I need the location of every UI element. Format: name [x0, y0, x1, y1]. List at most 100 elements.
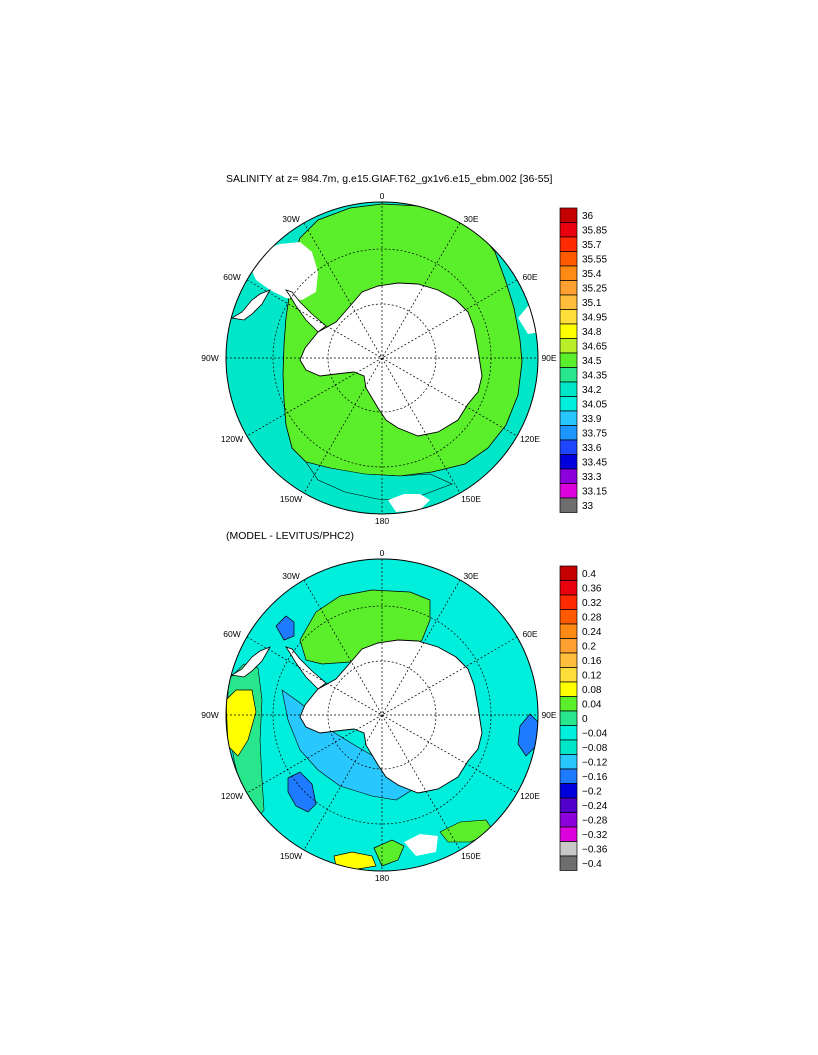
top-lon-label: 150W — [280, 494, 302, 504]
colorbar-swatch — [559, 396, 578, 412]
colorbar-swatch — [559, 783, 578, 799]
bottom-blue-region-sw — [287, 771, 317, 813]
colorbar-swatch — [559, 681, 578, 697]
colorbar-tick-label: 0.12 — [582, 670, 602, 681]
colorbar-tick-label: −0.32 — [582, 830, 608, 841]
colorbar-swatch — [559, 381, 578, 397]
colorbar-swatch — [559, 565, 578, 581]
colorbar-swatch — [559, 594, 578, 610]
top-longitude-labels: 0 30E 60E 90E 120E 150E 180 150W 120W 90… — [201, 191, 557, 526]
bottom-lon-label: 0 — [380, 548, 385, 558]
colorbar-tick-label: 33 — [582, 501, 594, 512]
colorbar-swatch — [559, 812, 578, 828]
colorbar-swatch — [559, 609, 578, 625]
colorbar-swatch — [559, 222, 578, 238]
colorbar-tick-label: −0.28 — [582, 815, 608, 826]
colorbar-swatch — [559, 410, 578, 426]
bottom-colorbar: 0.4 0.36 0.32 0.28 0.24 0.2 0.16 0.12 0.08 0.04 0 −… — [559, 565, 608, 871]
colorbar-tick-label: 34.05 — [582, 399, 607, 410]
bottom-lon-label: 90E — [541, 710, 556, 720]
colorbar-swatch — [559, 207, 578, 223]
colorbar-tick-label: 33.6 — [582, 443, 602, 454]
colorbar-swatch — [559, 638, 578, 654]
bottom-graticule — [226, 559, 538, 871]
colorbar-tick-label: 0.08 — [582, 685, 602, 696]
colorbar-tick-label: 33.45 — [582, 457, 607, 468]
top-lon-label: 120E — [520, 434, 540, 444]
colorbar-swatch — [559, 323, 578, 339]
colorbar-tick-label: 34.2 — [582, 385, 602, 396]
top-antarctica-continent — [299, 282, 483, 437]
colorbar-tick-label: 34.8 — [582, 327, 602, 338]
bottom-lon-label: 90W — [201, 710, 218, 720]
colorbar-tick-label: 0.16 — [582, 656, 602, 667]
bottom-lon-label: 30W — [282, 571, 299, 581]
top-map-border — [225, 201, 539, 515]
colorbar-swatch — [559, 338, 578, 354]
colorbar-swatch — [559, 294, 578, 310]
top-lon-label: 60W — [223, 272, 240, 282]
top-lon-label: 90E — [541, 353, 556, 363]
bottom-green-region-south — [373, 839, 405, 867]
colorbar-swatch — [559, 309, 578, 325]
colorbar-swatch — [559, 754, 578, 770]
colorbar-tick-label: 35.7 — [582, 240, 602, 251]
colorbar-tick-label: −0.24 — [582, 801, 608, 812]
colorbar-swatch — [559, 768, 578, 784]
colorbar-tick-label: 0.24 — [582, 627, 602, 638]
colorbar-swatch — [559, 367, 578, 383]
colorbar-swatch — [559, 725, 578, 741]
top-lon-label: 120W — [221, 434, 243, 444]
bottom-seaice-white-south — [404, 834, 438, 856]
colorbar-swatch — [559, 483, 578, 499]
colorbar-swatch — [559, 826, 578, 842]
bottom-antarctic-peninsula — [285, 646, 327, 690]
top-polar-map: 0 30E 60E 90E 120E 150E 180 150W 120W 90… — [201, 191, 607, 526]
colorbar-swatch — [559, 425, 578, 441]
top-colorbar: 36 35.85 35.7 35.55 35.4 35.25 35.1 34.95 34.8 34… — [559, 207, 607, 513]
colorbar-tick-label: −0.04 — [582, 728, 608, 739]
colorbar-tick-label: 34.5 — [582, 356, 602, 367]
top-antarctic-peninsula — [285, 289, 327, 333]
top-seaice-white-sw — [388, 494, 430, 512]
colorbar-tick-label: 0.36 — [582, 583, 602, 594]
colorbar-swatch — [559, 468, 578, 484]
colorbar-swatch — [559, 352, 578, 368]
colorbar-swatch — [559, 251, 578, 267]
colorbar-swatch — [559, 497, 578, 513]
bottom-lon-label: 120W — [221, 791, 243, 801]
colorbar-swatch — [559, 265, 578, 281]
colorbar-tick-label: 34.65 — [582, 341, 607, 352]
colorbar-swatch — [559, 652, 578, 668]
colorbar-tick-label: 33.9 — [582, 414, 602, 425]
top-lon-label: 30E — [463, 214, 478, 224]
bottom-blue-region-nw — [275, 615, 295, 641]
bottom-lon-label: 60E — [522, 629, 537, 639]
colorbar-swatch — [559, 280, 578, 296]
bottom-lon-label: 60W — [223, 629, 240, 639]
top-lon-label: 0 — [380, 191, 385, 201]
colorbar-tick-label: −0.12 — [582, 757, 608, 768]
colorbar-tick-label: 0.32 — [582, 598, 602, 609]
colorbar-tick-label: 34.95 — [582, 312, 607, 323]
top-south-america — [230, 289, 271, 321]
top-lon-label: 30W — [282, 214, 299, 224]
colorbar-tick-label: 35.1 — [582, 298, 602, 309]
bottom-lon-label: 120E — [520, 791, 540, 801]
colorbar-tick-label: −0.4 — [582, 859, 602, 870]
bottom-lon-label: 180 — [375, 873, 389, 883]
top-lon-label: 60E — [522, 272, 537, 282]
colorbar-swatch — [559, 855, 578, 871]
bottom-polar-map: 0 30E 60E 90E 120E 150E 180 150W 120W 90… — [201, 548, 608, 883]
colorbar-swatch — [559, 710, 578, 726]
colorbar-tick-label: 35.25 — [582, 283, 607, 294]
colorbar-tick-label: 0.2 — [582, 641, 596, 652]
colorbar-tick-label: −0.08 — [582, 743, 608, 754]
colorbar-tick-label: 0 — [582, 714, 588, 725]
colorbar-tick-label: −0.2 — [582, 786, 602, 797]
bottom-longitude-labels: 0 30E 60E 90E 120E 150E 180 150W 120W 90… — [201, 548, 557, 883]
bottom-map-border — [225, 558, 539, 872]
colorbar-tick-label: 0.04 — [582, 699, 602, 710]
colorbar-swatch — [559, 797, 578, 813]
